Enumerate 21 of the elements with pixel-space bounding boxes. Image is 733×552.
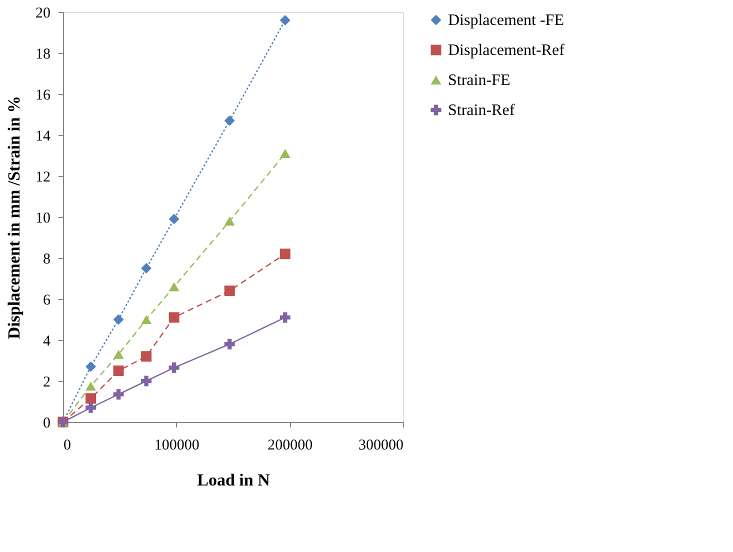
x-tick-label: 200000	[268, 438, 313, 454]
y-tick-label: 0	[43, 416, 50, 432]
x-tick-label: 0	[64, 438, 71, 454]
x-axis-title: Load in N	[197, 470, 271, 490]
y-tick-label: 18	[36, 46, 50, 62]
y-tick-label: 8	[43, 252, 50, 268]
x-tick-label: 100000	[154, 438, 200, 454]
y-tick-label: 2	[43, 374, 50, 390]
y-tick-label: 6	[43, 292, 51, 308]
y-tick-label: 12	[36, 170, 50, 186]
legend-label: Strain-FE	[448, 72, 510, 89]
legend-label: Displacement-Ref	[448, 42, 566, 59]
y-axis-title: Displacement in mm /Strain in %	[4, 96, 24, 340]
y-tick-label: 14	[36, 128, 51, 144]
y-tick-label: 16	[36, 88, 51, 104]
y-tick-label: 4	[43, 334, 51, 350]
x-tick-label: 300000	[358, 438, 404, 454]
legend-label: Strain-Ref	[448, 102, 516, 119]
legend-label: Displacement -FE	[448, 12, 564, 29]
y-tick-label: 10	[36, 210, 50, 226]
y-tick-label: 20	[36, 6, 50, 22]
